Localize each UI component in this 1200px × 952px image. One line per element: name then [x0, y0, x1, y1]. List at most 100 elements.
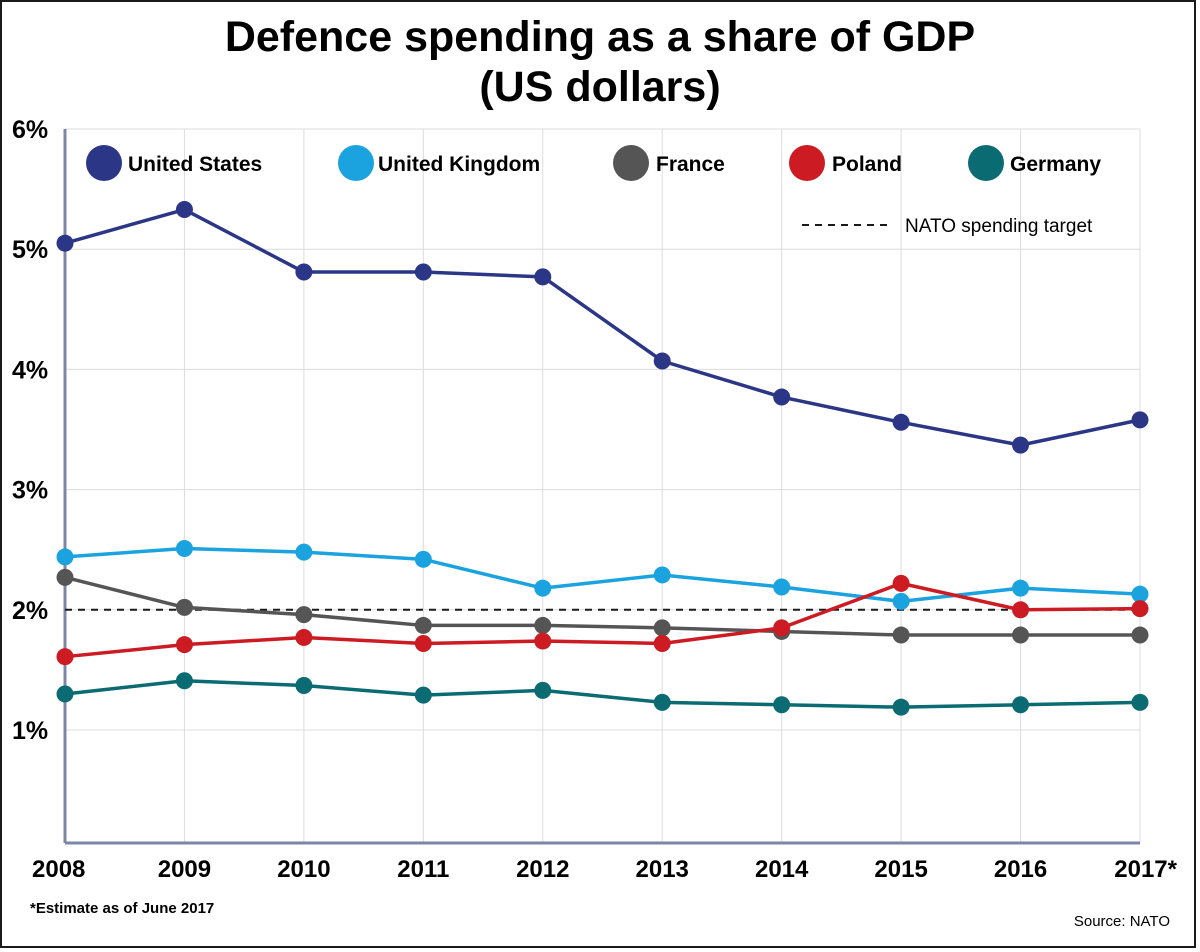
legend-label: United States: [128, 153, 262, 176]
data-point-france: [653, 619, 671, 637]
data-point-france: [1012, 626, 1030, 644]
footnote: *Estimate as of June 2017: [30, 900, 215, 917]
series-layer: [56, 201, 1149, 716]
legend-item-germany: Germany: [968, 145, 1101, 181]
x-tick-label: 2013: [636, 856, 689, 883]
data-point-poland: [295, 628, 313, 646]
x-tick-label: 2017*: [1114, 856, 1177, 883]
data-point-united-kingdom: [773, 578, 791, 596]
data-point-united-kingdom: [1131, 585, 1149, 603]
data-point-france: [1131, 626, 1149, 644]
legend-label: NATO spending target: [905, 216, 1093, 237]
legend-swatch: [86, 145, 122, 181]
data-point-united-kingdom: [56, 548, 74, 566]
axes: 1% 2% 3% 4% 5% 6% 2008 2009 2010 2011 2012 2013 2014…: [12, 116, 1178, 883]
data-point-germany: [1012, 696, 1030, 714]
data-point-united-kingdom: [653, 566, 671, 584]
data-point-france: [56, 568, 74, 586]
series-line-germany: [64, 678, 1141, 709]
series-united-kingdom: [56, 540, 1149, 610]
data-point-united-kingdom: [534, 579, 552, 597]
data-point-united-states: [295, 263, 313, 281]
legend-item-united-kingdom: United Kingdom: [338, 145, 540, 181]
data-point-united-kingdom: [414, 550, 432, 568]
data-point-united-states: [414, 263, 432, 281]
y-tick-label: 6%: [12, 116, 48, 144]
data-point-germany: [534, 681, 552, 699]
data-point-united-states: [1131, 411, 1149, 429]
data-point-poland: [653, 634, 671, 652]
data-point-united-kingdom: [892, 592, 910, 610]
data-point-germany: [175, 672, 193, 690]
legend-label: United Kingdom: [378, 153, 540, 176]
data-point-united-states: [56, 234, 74, 252]
data-point-poland: [892, 574, 910, 592]
data-point-united-states: [653, 352, 671, 370]
data-point-germany: [1131, 693, 1149, 711]
data-point-united-states: [773, 388, 791, 406]
data-point-poland: [414, 634, 432, 652]
legend-item-nato-target: NATO spending target: [802, 216, 1093, 237]
data-point-poland: [1131, 600, 1149, 618]
data-point-france: [892, 626, 910, 644]
y-tick-label: 4%: [12, 356, 48, 384]
grid: [65, 128, 1141, 843]
data-point-france: [295, 606, 313, 624]
series-united-states: [56, 201, 1149, 454]
data-point-united-states: [175, 201, 193, 219]
data-point-poland: [534, 632, 552, 650]
legend-swatch: [789, 145, 825, 181]
series-poland: [56, 574, 1149, 666]
legend-label: Germany: [1010, 153, 1101, 176]
series-france: [56, 568, 1149, 644]
x-tick-label: 2012: [516, 856, 569, 883]
data-point-united-states: [892, 413, 910, 431]
data-point-poland: [773, 619, 791, 637]
data-point-france: [414, 616, 432, 634]
legend-label: Poland: [832, 153, 902, 176]
y-tick-label: 1%: [12, 717, 48, 745]
data-point-poland: [175, 636, 193, 654]
x-tick-label: 2014: [755, 856, 809, 883]
series-line-united-states: [64, 207, 1141, 447]
series-line-poland: [64, 581, 1141, 659]
chart-title-line-2: (US dollars): [479, 63, 721, 111]
data-point-germany: [56, 685, 74, 703]
data-point-united-kingdom: [295, 543, 313, 561]
x-tick-label: 2016: [994, 856, 1047, 883]
data-point-france: [534, 616, 552, 634]
legend-item-united-states: United States: [86, 145, 262, 181]
data-point-germany: [295, 677, 313, 695]
x-tick-label: 2009: [158, 856, 211, 883]
y-tick-label: 3%: [12, 477, 48, 505]
data-point-germany: [414, 686, 432, 704]
data-point-poland: [56, 648, 74, 666]
data-point-united-states: [534, 268, 552, 286]
data-point-germany: [773, 696, 791, 714]
legend-item-poland: Poland: [789, 145, 902, 181]
source-note: Source: NATO: [1073, 913, 1170, 930]
y-tick-label: 2%: [12, 597, 48, 625]
data-point-united-kingdom: [1012, 579, 1030, 597]
data-point-united-kingdom: [175, 540, 193, 558]
legend-swatch: [613, 145, 649, 181]
data-point-germany: [653, 693, 671, 711]
x-tick-label: 2010: [277, 856, 330, 883]
legend-swatch: [968, 145, 1004, 181]
series-line-france: [64, 575, 1140, 637]
chart-title: Defence spending as a share of GDP (US d…: [0, 12, 1200, 112]
legend: United States United Kingdom France Poland G…: [86, 145, 1101, 237]
data-point-france: [175, 598, 193, 616]
x-tick-label: 2008: [32, 856, 85, 883]
chart-title-line-1: Defence spending as a share of GDP: [224, 13, 976, 61]
data-point-united-states: [1012, 436, 1030, 454]
legend-label: France: [656, 153, 725, 176]
legend-item-france: France: [613, 145, 725, 181]
data-point-poland: [1012, 601, 1030, 619]
y-tick-label: 5%: [12, 236, 48, 264]
x-tick-label: 2015: [874, 856, 927, 883]
series-germany: [56, 672, 1149, 716]
data-point-germany: [892, 698, 910, 716]
